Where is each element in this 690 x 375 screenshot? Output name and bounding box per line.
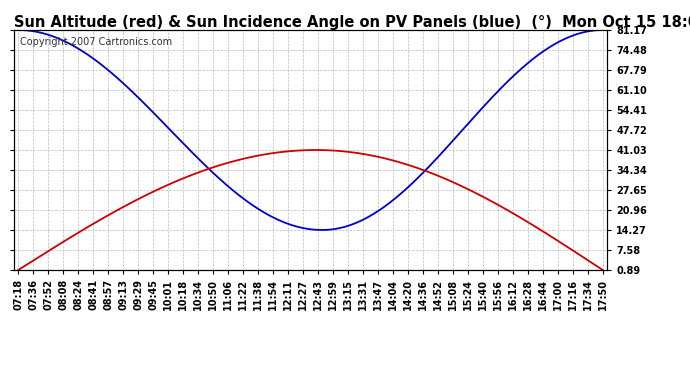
Text: Copyright 2007 Cartronics.com: Copyright 2007 Cartronics.com — [20, 37, 172, 47]
Text: Sun Altitude (red) & Sun Incidence Angle on PV Panels (blue)  (°)  Mon Oct 15 18: Sun Altitude (red) & Sun Incidence Angle… — [14, 15, 690, 30]
